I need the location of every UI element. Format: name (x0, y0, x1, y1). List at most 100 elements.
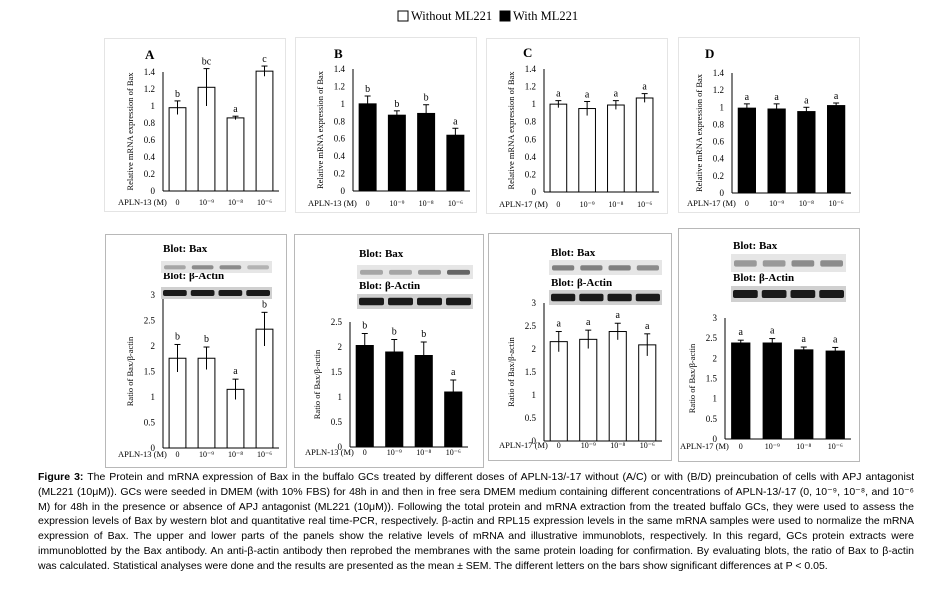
y-tick-label: 0.5 (144, 418, 156, 428)
blot-actin-strip (357, 294, 473, 309)
x-tick-label: 10⁻⁶ (446, 448, 461, 457)
bar (579, 338, 598, 442)
significance-letter: a (453, 116, 458, 127)
protein-chart-d: 0 0.5 1 1.5 2 2.5 3 Ratio of Bax/β-actin APLN-17… (680, 240, 851, 451)
y-tick-label: 0.4 (334, 151, 346, 161)
blot-actin-band (359, 297, 384, 306)
significance-letter: a (739, 327, 744, 338)
x-tick-label: 10⁻⁹ (389, 199, 404, 208)
significance-letter: b (421, 329, 426, 340)
x-tick-label: 10⁻⁹ (387, 448, 402, 457)
y-tick-label: 0.2 (144, 169, 155, 179)
y-tick-label: 1.4 (144, 67, 156, 77)
x-tick-label: 10⁻⁶ (448, 199, 463, 208)
significance-letter: b (175, 331, 180, 342)
significance-letter: b (424, 93, 429, 104)
y-tick-label: 0 (532, 436, 537, 446)
x-tick-label: 0 (745, 199, 749, 208)
blot-bax-band (360, 269, 383, 275)
blot-actin-title: Blot: β-Actin (359, 280, 420, 292)
significance-letter: b (392, 327, 397, 338)
y-tick-label: 0.8 (144, 118, 156, 128)
significance-letter: a (802, 334, 807, 345)
x-tick-label: 10⁻⁸ (416, 448, 431, 457)
significance-letter: a (642, 82, 647, 93)
y-tick-label: 0.2 (713, 171, 724, 181)
blot-actin-band (551, 293, 576, 302)
x-tick-label: 10⁻⁶ (637, 200, 652, 209)
y-axis-label: Relative mRNA expression of Bax (694, 73, 704, 192)
y-tick-label: 0 (532, 187, 537, 197)
x-tick-label: 0 (176, 450, 180, 459)
bar (226, 117, 245, 192)
x-axis-label: APLN-17 (M) (499, 199, 548, 209)
blot-actin-band (607, 293, 632, 302)
blot-actin-band (218, 290, 243, 296)
x-tick-label: 0 (739, 442, 743, 451)
bar (358, 103, 377, 192)
blot-bax-title: Blot: Bax (163, 243, 208, 255)
y-tick-label: 1 (720, 102, 725, 112)
y-tick-label: 2 (151, 341, 156, 351)
x-axis-label: APLN-13 (M) (308, 198, 357, 208)
y-axis-label: Ratio of Bax/β-actin (312, 349, 322, 419)
blot-bax-title: Blot: Bax (733, 240, 778, 252)
bar (417, 112, 436, 192)
bar (608, 331, 627, 442)
y-tick-label: 0.8 (713, 119, 725, 129)
protein-panel-a: 0 0.5 1 1.5 2 2.5 3 Ratio of Bax/β-actin APLN-13… (105, 234, 287, 468)
bar (355, 345, 374, 448)
x-axis-label: APLN-13 (M) (118, 197, 167, 207)
x-tick-label: 10⁻⁶ (640, 441, 655, 450)
x-tick-label: 10⁻⁹ (199, 198, 214, 207)
y-tick-label: 1 (532, 99, 537, 109)
x-tick-label: 10⁻⁹ (765, 442, 780, 451)
y-tick-label: 0.6 (334, 134, 346, 144)
blot-bax-title: Blot: Bax (551, 247, 596, 259)
y-tick-label: 2 (713, 353, 718, 363)
significance-letter: a (834, 91, 839, 102)
y-tick-label: 0.8 (525, 117, 537, 127)
significance-letter: a (645, 321, 650, 332)
significance-letter: a (614, 89, 619, 100)
bar (385, 351, 404, 448)
bar (826, 105, 846, 194)
y-tick-label: 1.2 (334, 81, 345, 91)
blot-bax-title: Blot: Bax (359, 248, 404, 260)
y-tick-label: 3 (151, 290, 156, 300)
bar (767, 108, 786, 194)
y-tick-label: 0.5 (706, 414, 718, 424)
blot-bax-band (552, 265, 575, 271)
y-tick-label: 0.8 (334, 116, 346, 126)
y-axis-label: Ratio of Bax/β-actin (506, 337, 516, 407)
x-tick-label: 10⁻⁸ (799, 199, 814, 208)
significance-letter: a (556, 89, 561, 100)
blot-bax-band (389, 269, 412, 275)
blot-bax-band (791, 260, 815, 267)
bar (762, 342, 782, 440)
y-tick-label: 1 (151, 392, 156, 402)
blot-bax-band (447, 269, 470, 275)
blot-bax-band (762, 260, 786, 267)
y-tick-label: 1.2 (525, 82, 536, 92)
y-tick-label: 0.6 (525, 134, 537, 144)
significance-letter: a (557, 319, 562, 330)
y-tick-label: 2.5 (331, 317, 343, 327)
significance-letter: b (362, 321, 367, 332)
x-tick-label: 0 (366, 199, 370, 208)
bar (446, 134, 465, 192)
y-tick-label: 1 (341, 99, 346, 109)
bar (794, 349, 814, 440)
bar (255, 70, 274, 192)
y-tick-label: 1.2 (713, 85, 724, 95)
bar (607, 104, 625, 193)
x-tick-label: 0 (556, 200, 560, 209)
y-tick-label: 0.6 (713, 137, 725, 147)
bar (197, 357, 216, 449)
x-tick-label: 10⁻⁹ (580, 200, 595, 209)
x-tick-label: 10⁻⁶ (829, 199, 844, 208)
significance-letter: a (233, 366, 238, 377)
bar (638, 344, 657, 442)
y-tick-label: 0 (338, 442, 343, 452)
bar (387, 114, 406, 192)
